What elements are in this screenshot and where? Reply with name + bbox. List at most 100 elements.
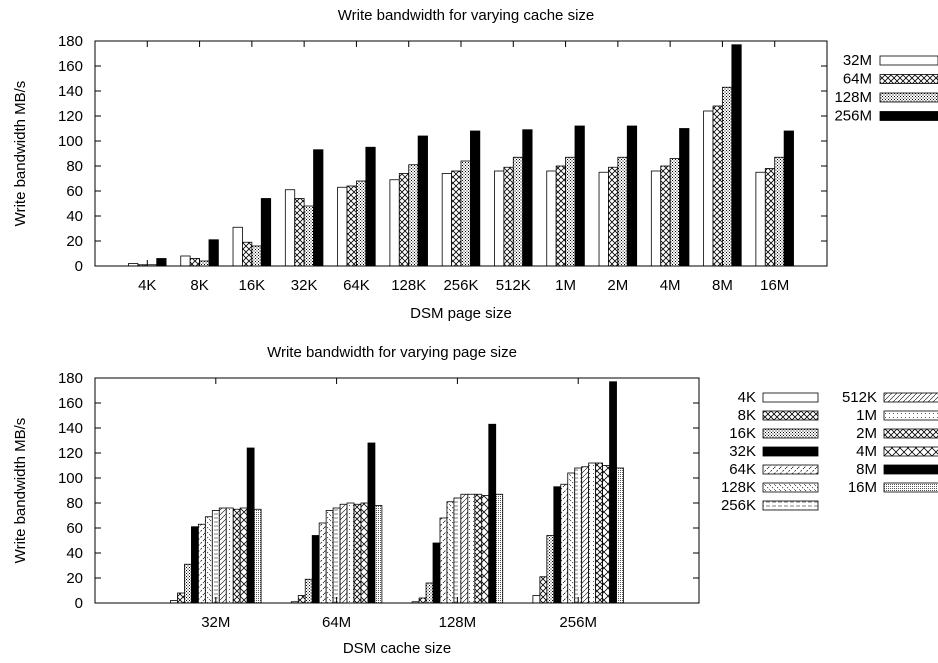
bar-64M-16K: [242, 241, 253, 267]
x-tick-label: 128M: [439, 614, 477, 631]
x-tick-label: 64K: [343, 277, 370, 294]
chart-title: Write bandwidth for varying page size: [267, 344, 517, 361]
bar-512K-128M: [460, 493, 469, 604]
bar-256M-16K: [260, 198, 272, 267]
legend-label: 64M: [843, 71, 872, 88]
bar-16K-256M: [546, 535, 555, 604]
bar-1M-128M: [467, 493, 476, 604]
x-tick-label: 32K: [291, 277, 318, 294]
y-tick-label: 160: [58, 395, 83, 412]
bar-64M-32K: [294, 198, 305, 267]
x-tick-label: 16M: [760, 277, 789, 294]
chart-1: Write bandwidth for varying cache size 0 2…: [12, 7, 938, 322]
legend-swatch-8K: [762, 410, 819, 421]
legend-swatch-1M: [883, 410, 938, 421]
y-tick-label: 120: [58, 445, 83, 462]
bar-32M-16K: [232, 226, 243, 267]
legend-swatch-64M: [879, 74, 938, 84]
bar-4M-64M: [360, 502, 369, 604]
bar-8K-256M: [539, 576, 548, 604]
bar-64M-64K: [346, 185, 357, 267]
bar-512K-64M: [339, 503, 348, 604]
bar-16K-128M: [425, 582, 434, 604]
bar-16M-128M: [495, 493, 504, 604]
bar-128K-64M: [325, 510, 334, 604]
bar-32K-32M: [191, 526, 199, 604]
legend-swatch-128K: [762, 482, 819, 493]
bar-32M-8M: [703, 110, 714, 267]
bar-256M-8M: [731, 44, 742, 267]
legend-label: 256M: [834, 108, 872, 125]
y-tick-label: 140: [58, 420, 83, 437]
legend-swatch-512K: [883, 392, 938, 403]
bar-8K-32M: [177, 592, 185, 604]
bar-8M-256M: [609, 381, 617, 604]
bar-4M-32M: [239, 507, 248, 604]
legend-swatch-256K: [762, 500, 819, 511]
y-tick-label: 180: [58, 370, 83, 387]
bar-32M-512K: [494, 170, 505, 267]
bar-128M-16K: [251, 245, 262, 267]
legend-label: 32M: [843, 52, 872, 69]
x-tick-label: 1M: [555, 277, 576, 294]
legend-swatch-8M: [883, 464, 938, 475]
chart-2: Write bandwidth for varying page size 0 20…: [12, 344, 938, 657]
bar-256M-2M: [626, 125, 638, 267]
legend-swatch-16M: [883, 482, 938, 493]
bar-32M-4M: [650, 170, 662, 267]
legend-swatch-32K: [762, 446, 819, 457]
y-tick-label: 20: [66, 570, 83, 587]
bar-64M-128K: [398, 173, 410, 267]
bar-256M-4M: [679, 128, 690, 267]
x-tick-label: 8M: [712, 277, 733, 294]
bar-32M-64K: [337, 186, 348, 267]
bar-2M-128M: [474, 493, 483, 604]
chart-title: Write bandwidth for varying cache size: [338, 7, 595, 24]
bar-64M-16M: [764, 168, 776, 267]
y-tick-label: 40: [66, 545, 83, 562]
bar-128M-16M: [774, 156, 785, 267]
y-tick-label: 0: [75, 595, 83, 612]
y-tick-label: 120: [58, 108, 83, 125]
bar-128K-32M: [204, 516, 213, 604]
bar-128M-64K: [356, 180, 367, 267]
legend-swatch-4M: [883, 446, 938, 457]
bar-256M-1M: [574, 125, 585, 267]
y-tick-label: 60: [66, 520, 83, 537]
y-tick-label: 180: [58, 33, 83, 50]
x-tick-label: 256K: [443, 277, 478, 294]
bar-64M-2M: [608, 166, 619, 267]
legend-swatch-32M: [879, 55, 938, 66]
y-axis-label: Write bandwidth MB/s: [12, 81, 29, 227]
x-tick-label: 512K: [496, 277, 531, 294]
x-axis-label: DSM cache size: [343, 640, 451, 657]
y-tick-label: 140: [58, 83, 83, 100]
bar-16K-64M: [304, 578, 313, 604]
plot-frame: [94, 40, 828, 267]
bar-128M-512K: [512, 156, 524, 267]
bar-8K-64M: [297, 595, 306, 604]
x-tick-label: 16K: [239, 277, 266, 294]
bar-128M-4M: [669, 158, 680, 267]
y-tick-label: 160: [58, 58, 83, 75]
bar-512K-256M: [581, 466, 590, 604]
bar-256K-128M: [453, 497, 462, 604]
legend-swatch-16K: [762, 428, 819, 439]
bar-64K-128M: [439, 517, 448, 604]
bar-4M-128M: [481, 495, 490, 604]
bar-1M-64M: [346, 502, 355, 604]
bar-256M-4K: [156, 258, 167, 267]
bar-32M-2M: [598, 171, 609, 267]
bar-256M-16M: [783, 130, 794, 267]
bar-128M-8M: [722, 86, 733, 267]
x-tick-label: 4M: [660, 277, 681, 294]
bar-16M-64M: [374, 505, 383, 604]
bar-256M-8K: [208, 239, 219, 267]
bar-32K-128M: [432, 542, 441, 604]
bar-8M-32M: [246, 447, 255, 604]
x-tick-label: 4K: [138, 277, 156, 294]
legend-swatch-4K: [762, 392, 819, 403]
bar-32M-256K: [441, 173, 452, 267]
plot-frame: [94, 377, 700, 604]
